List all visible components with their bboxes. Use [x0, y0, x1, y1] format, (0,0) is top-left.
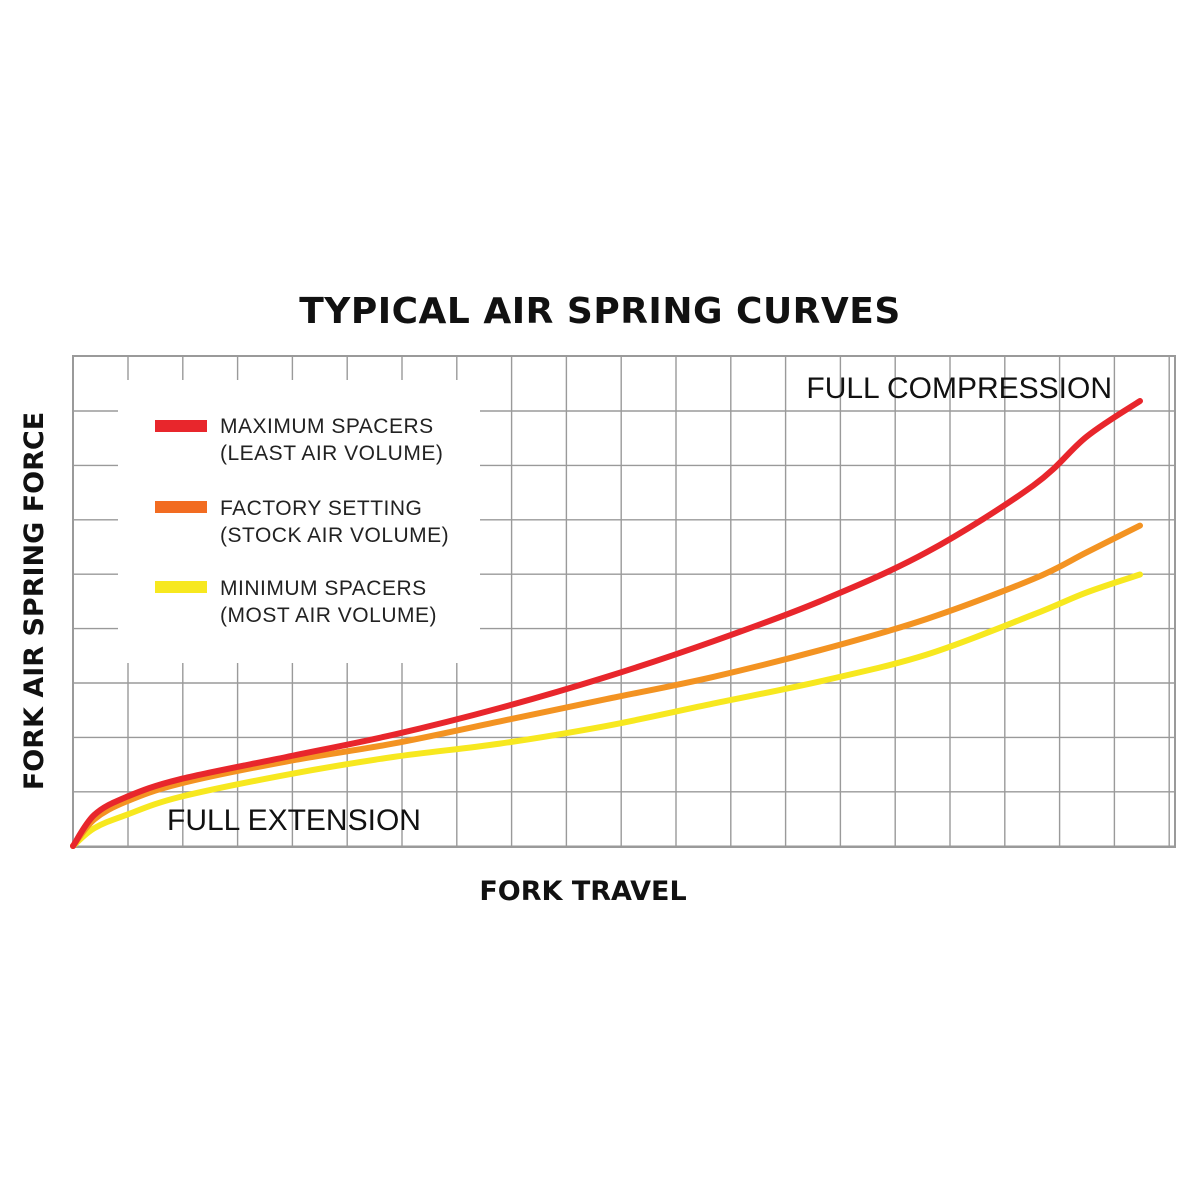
legend-label-minimum-spacers: MINIMUM SPACERS — [220, 577, 427, 600]
legend-swatch-maximum-spacers — [155, 420, 207, 432]
series-line-factory-setting — [70, 522, 1143, 849]
legend-swatch-factory-setting — [155, 501, 207, 513]
annotation-full-compression: FULL COMPRESSION — [806, 372, 1112, 405]
plot-border — [72, 355, 1176, 848]
legend-sublabel-factory-setting: (STOCK AIR VOLUME) — [220, 524, 449, 547]
legend-sublabel-minimum-spacers: (MOST AIR VOLUME) — [220, 604, 437, 627]
annotation-full-extension: FULL EXTENSION — [167, 804, 421, 837]
legend-label-factory-setting: FACTORY SETTING — [220, 497, 422, 520]
legend-item-minimum-spacers: MINIMUM SPACERS (MOST AIR VOLUME) — [155, 577, 437, 627]
legend-sublabel-maximum-spacers: (LEAST AIR VOLUME) — [220, 442, 443, 465]
series-layer — [70, 398, 1143, 849]
legend-swatch-minimum-spacers — [155, 581, 207, 593]
legend: MAXIMUM SPACERS (LEAST AIR VOLUME) FACTO… — [155, 415, 449, 627]
legend-label-maximum-spacers: MAXIMUM SPACERS — [220, 415, 434, 438]
y-axis-label: FORK AIR SPRING FORCE — [19, 412, 50, 790]
x-axis-label: FORK TRAVEL — [479, 876, 686, 907]
legend-item-factory-setting: FACTORY SETTING (STOCK AIR VOLUME) — [155, 497, 449, 547]
legend-item-maximum-spacers: MAXIMUM SPACERS (LEAST AIR VOLUME) — [155, 415, 443, 465]
series-line-minimum-spacers — [70, 571, 1143, 849]
chart-title: TYPICAL AIR SPRING CURVES — [299, 291, 901, 332]
plot-area — [70, 355, 1176, 849]
series-line-maximum-spacers — [70, 398, 1143, 849]
